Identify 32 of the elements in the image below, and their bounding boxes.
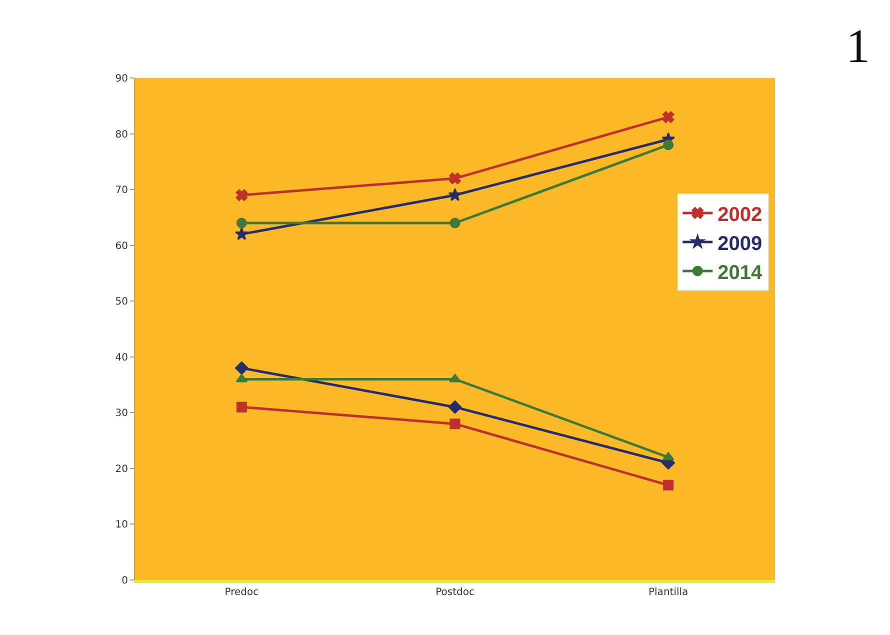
point [235,361,248,375]
y-tick-label: 50 [115,296,128,308]
text: 1 [846,20,870,73]
y-tick-label: 0 [122,576,128,586]
point [236,189,248,201]
y-tick-label: 80 [115,129,128,140]
x-tick-label: Postdoc [436,587,474,598]
point [449,374,461,382]
point [234,227,248,240]
point [663,140,674,150]
point [449,172,461,184]
point [450,218,460,228]
y-tick-label: 40 [115,352,128,364]
y-tick-label: 10 [115,520,128,531]
point [236,374,248,382]
y-tick-label: 90 [115,74,128,84]
point [663,480,674,490]
y-tick-label: 60 [115,240,128,252]
point [236,218,247,228]
point [448,188,462,201]
y-tick-label: 30 [115,408,128,420]
y-tick-label: 20 [115,464,128,475]
point [448,400,462,414]
y-tick-label: 70 [115,185,128,196]
x-tick-label: Plantilla [648,587,688,598]
legend-label: 2014 [718,262,763,284]
point [662,111,674,123]
point [450,418,460,430]
x-tick-label: Predoc [224,587,259,598]
legend-label: 2009 [718,232,762,255]
point [236,402,247,412]
legend-label: 2002 [718,204,762,226]
